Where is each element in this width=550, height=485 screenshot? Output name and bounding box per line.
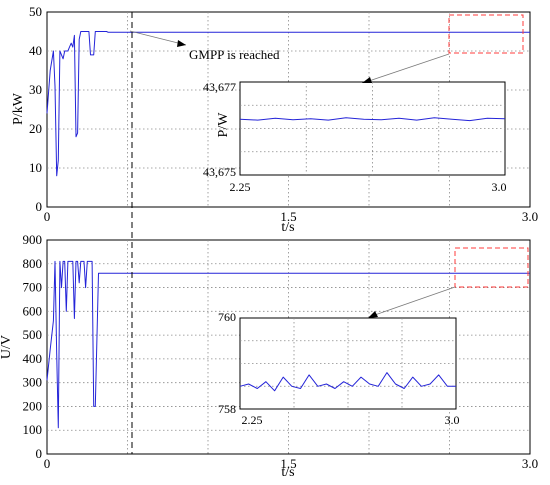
power-zoom-region — [448, 14, 524, 54]
voltage-series-line — [46, 260, 530, 429]
voltage-x-ticks: 0 1.5 3.0 — [44, 456, 538, 471]
voltage-y-tick-label: 300 — [23, 375, 43, 390]
power-panel: 0 10 20 30 40 50 0 1.5 3.0 P/kW t/s 43,677 43,6… — [11, 4, 538, 235]
voltage-y-ticks: 0 100 200 300 400 500 600 700 800 900 — [23, 232, 43, 461]
power-zoom-arrow — [365, 53, 450, 83]
power-y-tick-label: 40 — [29, 43, 42, 58]
power-y-ticks: 0 10 20 30 40 50 — [29, 4, 42, 214]
power-x-tick-label: 0 — [44, 209, 51, 224]
voltage-y-tick-label: 900 — [23, 232, 43, 247]
voltage-zoom-arrowhead — [368, 311, 378, 318]
voltage-y-tick-label: 100 — [23, 422, 43, 437]
voltage-x-tick-label: 1.5 — [280, 456, 296, 471]
power-y-axis-label: P/kW — [11, 92, 26, 125]
power-y-tick-label: 30 — [29, 82, 42, 97]
gmpp-arrowhead — [177, 40, 186, 47]
voltage-y-tick-label: 0 — [36, 446, 43, 461]
power-inset-gridlines — [240, 82, 505, 175]
power-zoom-arrowhead — [362, 77, 372, 83]
voltage-y-tick-label: 400 — [23, 351, 43, 366]
voltage-inset-ytick-bottom: 758 — [218, 402, 236, 416]
voltage-x-axis-label: t/s — [281, 465, 294, 480]
voltage-inset-ytick-top: 760 — [218, 310, 236, 324]
voltage-x-tick-label: 3.0 — [522, 456, 538, 471]
power-y-tick-label: 10 — [29, 160, 42, 175]
power-inset-ytick-top: 43,677 — [203, 80, 236, 94]
voltage-y-tick-label: 500 — [23, 327, 43, 342]
voltage-y-tick-label: 600 — [23, 303, 43, 318]
power-inset-ytick-bottom: 43,675 — [203, 165, 236, 179]
power-inset-y-axis-label: P/W — [216, 112, 231, 138]
gmpp-annotation: GMPP is reached — [189, 47, 280, 62]
power-x-tick-label: 1.5 — [280, 209, 296, 224]
power-inset-xtick-right: 3.0 — [492, 180, 507, 194]
power-x-ticks: 0 1.5 3.0 — [44, 209, 538, 224]
power-x-tick-label: 3.0 — [522, 209, 538, 224]
power-inset-series-line — [239, 117, 506, 122]
power-series-line — [46, 31, 530, 177]
voltage-x-tick-label: 0 — [44, 456, 51, 471]
power-x-axis-label: t/s — [281, 220, 294, 235]
voltage-y-tick-label: 200 — [23, 398, 43, 413]
voltage-inset-xtick-left: 2.25 — [242, 413, 263, 427]
voltage-inset-xtick-right: 3.0 — [445, 413, 460, 427]
voltage-panel: 0 100 200 300 400 500 600 700 800 900 0 1.5 3.0 U/V… — [0, 232, 538, 480]
power-y-tick-label: 20 — [29, 121, 42, 136]
gmpp-arrow — [129, 30, 187, 46]
voltage-y-axis-label: U/V — [0, 335, 14, 359]
voltage-inset-series-line — [239, 372, 456, 392]
power-y-tick-label: 0 — [36, 199, 43, 214]
power-inset-xtick-left: 2.25 — [230, 180, 251, 194]
voltage-y-tick-label: 700 — [23, 280, 43, 295]
voltage-y-tick-label: 800 — [23, 256, 43, 271]
voltage-inset-gridlines — [240, 318, 456, 409]
power-y-tick-label: 50 — [29, 4, 42, 19]
voltage-zoom-arrow — [371, 286, 456, 317]
voltage-zoom-region — [454, 247, 529, 288]
